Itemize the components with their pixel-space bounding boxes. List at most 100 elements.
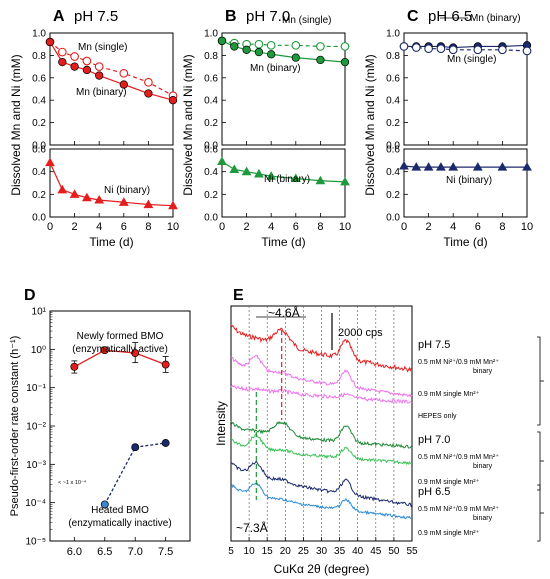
data-point [168,96,178,105]
data-point [472,162,483,171]
series-label-mn-binary: Mn (binary) [76,87,127,98]
y-tick-label: 0.2 [204,190,218,201]
y-tick-label: 1.0 [204,29,218,40]
peak-label-4-6: ~4.6Å [268,305,300,320]
x-axis-label: CuKα 2θ (degree) [274,562,370,576]
y-tick-label: 0.2 [204,118,218,129]
data-point [424,44,433,54]
group-bracket [537,484,541,542]
data-point [522,162,532,171]
data-point [119,80,128,89]
data-point [100,500,109,509]
group-bracket [537,431,541,491]
x-tick-label: 7.5 [158,546,173,558]
panel-c-top: 0.0 0.2 0.4 0.6 0.8 1.0 [386,29,532,152]
data-point [448,45,458,55]
data-point [100,346,109,355]
data-point [340,42,350,51]
x-tick-label: 0 [47,221,53,233]
series-label-ni-binary: Ni (binary) [104,185,150,196]
data-point [217,36,227,45]
series-line [221,40,346,63]
data-point [230,42,239,51]
y-tick-label: 0.6 [204,145,218,156]
y-tick-label: 0.6 [386,145,400,156]
xrd-trace [230,482,413,520]
data-point [423,162,434,171]
panel-a-top: 0.0 0.2 0.4 0.6 0.8 1.0 [32,29,178,152]
x-tick-label: 20 [280,546,292,557]
data-point [58,57,67,67]
trace-sublabel: binary [473,368,493,375]
x-tick-label: 8 [145,221,151,233]
data-point [473,45,483,55]
xrd-trace [230,433,413,466]
plot-frame [49,32,174,146]
trace-label: 0.5 mM Ni²⁺/0.9 mM Mn²⁺ [418,506,499,513]
data-point [57,47,67,57]
x-tick-label: 10 [167,221,179,233]
x-tick-label: 7.0 [128,546,143,558]
data-point [94,194,105,204]
y-axis-label: Dissolved Mn and Ni (mM) [363,54,377,195]
data-point [267,50,276,59]
data-point [161,360,170,369]
y-tick-label: 0.2 [32,190,46,201]
xrd-trace [230,460,413,508]
y-tick-label: 0.0 [386,213,400,224]
data-point [254,39,264,49]
y-tick-label: 0.4 [204,96,218,107]
y-tick-label: 0.8 [204,51,218,62]
trace-label: 0.5 mM Ni²⁺/0.9 mM Mn²⁺ [418,359,499,366]
data-point [497,162,508,171]
y-axis-label: Pseudo-first-order rate constant (h⁻¹) [9,336,21,517]
x-tick-label: 45 [370,546,382,557]
data-point [291,53,300,62]
data-point [498,45,507,55]
x-tick-label: 40 [352,546,364,557]
data-point [266,171,277,180]
data-point [94,62,104,71]
panel-b-top: 0.0 0.2 0.4 0.6 0.8 1.0 [204,29,350,152]
y-tick-label: 0.2 [386,118,400,129]
y-tick-label: 0.8 [32,51,46,62]
y-tick-label: 0.4 [32,167,46,178]
series-label-mn-binary: Mn (binary) [470,13,521,24]
x-tick-label: 6.0 [67,546,82,558]
data-point [399,160,409,170]
data-point [57,184,68,194]
y-tick-label: 0.2 [32,118,46,129]
data-point [291,40,301,50]
series-label-mn-binary: Mn (binary) [250,63,301,74]
plot-frame [403,32,528,146]
x-tick-label: 6.5 [97,546,112,558]
annotation-detection-limit: < ~1 x 10⁻⁴ [58,479,87,486]
data-point [70,52,79,61]
y-tick-label: 10⁻² [26,422,46,433]
series-line [104,442,166,505]
y-tick-label: 0.2 [386,190,400,201]
y-axis-label: Intensity [214,401,228,446]
x-tick-label: 8 [317,221,323,233]
series-label-newly-formed: Newly formed BMO [77,331,164,342]
panel-letter: B [225,8,237,25]
panel-letter: C [407,8,419,25]
data-point [340,57,350,67]
panel-c-bottom: 0.0 0.2 0.4 0.6 0 2 4 6 8 10 [386,145,533,234]
data-point [254,47,264,57]
x-tick-label: 6 [121,221,127,233]
x-tick-label: 2 [244,221,250,233]
panel-a-bottom: 0.0 0.2 0.4 0.6 0 2 4 6 8 10 [32,145,179,234]
data-point [45,157,55,167]
series-label-mn-single: Mn (single) [447,54,496,65]
trace-sublabel: binary [473,463,493,470]
data-point [131,443,140,452]
y-tick-label: 10¹ [32,307,47,318]
y-tick-label: 10⁻⁵ [25,537,46,548]
x-tick-label: 2 [426,221,432,233]
group-label: pH 6.5 [418,486,450,498]
y-tick-label: 0.6 [32,73,46,84]
y-tick-label: 0.4 [386,96,400,107]
data-point [316,55,325,65]
